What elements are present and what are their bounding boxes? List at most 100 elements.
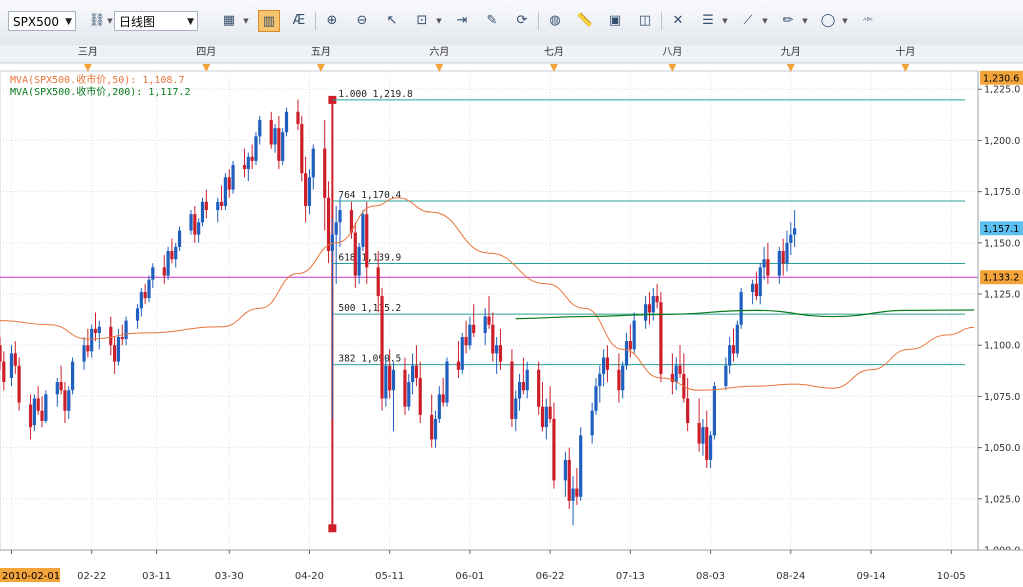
symbol-select[interactable]: SPX500 ▼ xyxy=(8,11,76,31)
candle-body xyxy=(410,365,415,383)
crosshair-icon[interactable]: ✕ xyxy=(672,13,684,28)
zoom-in-icon[interactable]: ⊕ xyxy=(326,13,338,28)
candle-body xyxy=(59,382,63,391)
candle-body xyxy=(231,165,235,190)
candle-body xyxy=(697,423,701,444)
candle-body xyxy=(793,228,797,235)
ellipse-icon[interactable]: ◯ xyxy=(820,13,836,28)
candle-body xyxy=(414,365,419,378)
pencil-icon[interactable]: ✏ xyxy=(782,13,794,28)
date-highlight-badge xyxy=(0,568,60,582)
candle-body xyxy=(120,337,124,340)
chevron-down-icon[interactable]: ▼ xyxy=(762,17,768,25)
candle-body xyxy=(258,119,262,137)
y-tick-label: 1,075.0 xyxy=(984,392,1020,403)
indicator-icon[interactable]: Æ xyxy=(292,13,306,28)
toolbar-separator xyxy=(538,12,539,30)
candle-body xyxy=(147,279,151,299)
candle-body xyxy=(628,341,632,350)
candle-body xyxy=(487,316,491,325)
chevron-down-icon[interactable]: ▼ xyxy=(107,17,113,25)
price-badge-label: 1,157.1 xyxy=(983,224,1019,235)
candle-body xyxy=(17,365,21,403)
month-label: 六月 xyxy=(429,46,449,58)
candle-body xyxy=(250,156,254,161)
candle-body xyxy=(544,406,548,428)
screenshot-icon[interactable]: ◫ xyxy=(638,13,652,28)
candle-body xyxy=(97,326,101,333)
candle-body xyxy=(483,316,487,333)
candle-body xyxy=(441,394,445,403)
y-tick-label: 1,200.0 xyxy=(984,136,1020,147)
candle-body xyxy=(135,308,140,321)
picture-icon[interactable]: ▣ xyxy=(608,13,622,28)
candlestick-chart[interactable]: 1.000 1,219.8 764 1,170.4 618 1,139.9 500 1… xyxy=(0,45,1023,583)
candle-body xyxy=(174,246,178,260)
candle-body xyxy=(563,459,568,481)
month-label: 十月 xyxy=(895,45,915,58)
month-marker-icon xyxy=(901,64,910,72)
chevron-down-icon[interactable]: ▼ xyxy=(842,17,848,25)
y-tick-label: 1,150.0 xyxy=(984,238,1020,249)
candle-body xyxy=(90,328,94,352)
candle-body xyxy=(55,382,59,395)
candle-body xyxy=(686,398,690,424)
candle-body xyxy=(86,345,90,352)
period-select[interactable]: 日线图 ▼ xyxy=(114,11,198,31)
candlestick-icon[interactable]: ▥ xyxy=(258,10,280,32)
rows-icon[interactable]: ☰ xyxy=(702,13,714,28)
candle-body xyxy=(754,283,759,297)
candle-body xyxy=(670,373,674,383)
candle-body xyxy=(227,177,231,190)
draw-line-icon[interactable]: ⟋ xyxy=(743,13,753,28)
zoom-area-icon[interactable]: ⊡ xyxy=(416,13,428,28)
zoom-out-icon[interactable]: ⊖ xyxy=(356,13,368,28)
legend-entry: MVA(SPX500.收市价,50): 1,108.7 xyxy=(10,73,185,86)
candle-body xyxy=(735,324,739,354)
chevron-down-icon[interactable]: ▼ xyxy=(243,17,249,25)
candle-body xyxy=(651,296,655,313)
candle-body xyxy=(219,201,224,206)
y-tick-label: 1,050.0 xyxy=(984,443,1020,454)
candle-body xyxy=(32,398,36,426)
candle-body xyxy=(13,353,17,366)
candle-body xyxy=(403,369,407,407)
candle-body xyxy=(357,246,361,276)
edit-chart-icon[interactable]: ✎ xyxy=(486,13,498,28)
candle-body xyxy=(708,435,713,460)
candle-body xyxy=(139,291,143,309)
candle-body xyxy=(284,111,289,133)
candle-body xyxy=(304,173,308,206)
globe-icon[interactable]: ◍ xyxy=(549,13,561,28)
y-tick-label: 1,025.0 xyxy=(984,494,1020,505)
candle-body xyxy=(296,111,300,125)
fib-level-label: 618 1,139.9 xyxy=(338,253,401,264)
candle-body xyxy=(678,365,682,374)
month-label: 五月 xyxy=(311,46,331,58)
candle-body xyxy=(644,304,648,321)
chevron-down-icon[interactable]: ▼ xyxy=(436,17,442,25)
candle-body xyxy=(113,345,117,362)
link-icon[interactable]: ⛓ xyxy=(88,13,106,28)
chevron-down-icon[interactable]: ▼ xyxy=(802,17,808,25)
candle-body xyxy=(82,345,86,362)
candle-body xyxy=(0,345,2,362)
candle-body xyxy=(567,459,571,501)
candle-body xyxy=(216,201,220,211)
candle-body xyxy=(598,373,602,387)
cursor-icon[interactable]: ↖ xyxy=(386,13,398,28)
fit-icon[interactable]: ⇥ xyxy=(456,13,468,28)
candle-body xyxy=(254,136,258,161)
candle-body xyxy=(307,177,312,206)
chevron-down-icon[interactable]: ▼ xyxy=(722,17,728,25)
candle-body xyxy=(510,361,514,419)
fib-anchor-handle-bottom[interactable] xyxy=(328,524,337,533)
candle-body xyxy=(193,214,197,235)
ruler-icon[interactable]: 📏 xyxy=(576,13,594,28)
chevron-down-icon: ▼ xyxy=(65,17,72,27)
bar-style-icon[interactable]: ▦ xyxy=(222,13,236,28)
text-label-icon[interactable]: ᴬᴮᶜ xyxy=(863,16,873,25)
refresh-icon[interactable]: ⟳ xyxy=(516,13,528,28)
candle-body xyxy=(334,222,338,235)
candle-body xyxy=(36,398,40,411)
